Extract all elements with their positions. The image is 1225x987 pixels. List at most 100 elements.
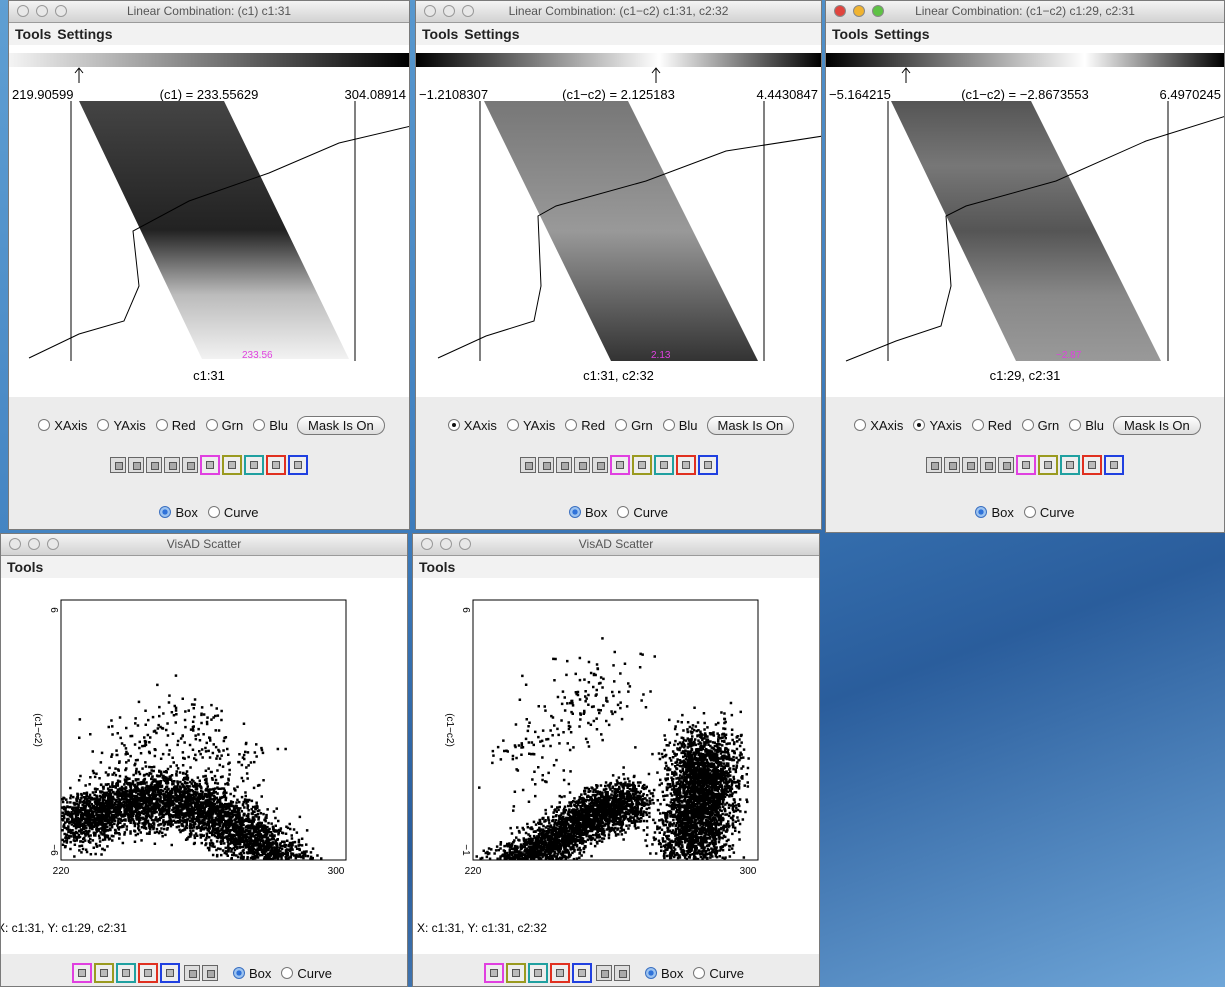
menu-item[interactable]: Tools bbox=[419, 559, 456, 575]
mode-radio[interactable]: Box bbox=[644, 966, 683, 981]
tool-icon[interactable] bbox=[998, 457, 1014, 473]
axis-radio[interactable]: XAxis bbox=[854, 418, 903, 433]
window-button[interactable] bbox=[853, 5, 865, 17]
window-button[interactable] bbox=[9, 538, 21, 550]
window-button[interactable] bbox=[424, 5, 436, 17]
tool-icon[interactable] bbox=[944, 457, 960, 473]
color-tool[interactable] bbox=[1038, 455, 1058, 475]
tool-icon[interactable] bbox=[555, 457, 572, 473]
color-tool[interactable] bbox=[697, 455, 718, 475]
window-button[interactable] bbox=[440, 538, 452, 550]
tool-icon[interactable] bbox=[573, 457, 590, 473]
mode-radio[interactable]: Curve bbox=[1023, 505, 1075, 520]
status-text: X: c1:31, Y: c1:31, c2:32 bbox=[417, 921, 547, 935]
mode-radio[interactable]: Box bbox=[568, 505, 607, 520]
tool-icon[interactable] bbox=[183, 965, 200, 981]
mask-button[interactable]: Mask Is On bbox=[297, 415, 385, 435]
radio-circle bbox=[1023, 506, 1036, 518]
tool-icon[interactable] bbox=[591, 457, 608, 473]
menu-bar: Tools Settings bbox=[826, 23, 1224, 45]
axis-radio[interactable]: Blu bbox=[1069, 418, 1104, 433]
axis-radio[interactable]: Red bbox=[565, 418, 605, 433]
color-tool[interactable] bbox=[222, 455, 242, 475]
menu-item[interactable]: Tools bbox=[832, 26, 869, 42]
menu-item[interactable]: Tools bbox=[422, 26, 459, 42]
color-tool[interactable] bbox=[115, 963, 136, 983]
mode-radio[interactable]: Curve bbox=[693, 966, 744, 981]
linear-combination-window: Linear Combination: (c1−c2) c1:31, c2:32… bbox=[415, 0, 822, 530]
axis-radio[interactable]: Blu bbox=[662, 418, 698, 433]
window-button[interactable] bbox=[834, 5, 846, 17]
radio-label: Curve bbox=[709, 965, 745, 981]
menu-item[interactable]: Tools bbox=[15, 26, 52, 42]
color-tool[interactable] bbox=[159, 963, 180, 983]
tool-icon[interactable] bbox=[146, 457, 162, 473]
color-tool[interactable] bbox=[93, 963, 114, 983]
color-tool[interactable] bbox=[505, 963, 526, 983]
axis-radio[interactable]: Red bbox=[971, 418, 1012, 433]
color-tool[interactable] bbox=[266, 455, 286, 475]
menu-item[interactable]: Tools bbox=[7, 559, 44, 575]
tool-icon[interactable] bbox=[128, 457, 144, 473]
axis-radio[interactable]: YAxis bbox=[913, 418, 962, 433]
tool-icon[interactable] bbox=[110, 457, 126, 473]
window-button[interactable] bbox=[36, 5, 48, 17]
menu-item[interactable]: Settings bbox=[464, 26, 520, 42]
color-tool[interactable] bbox=[200, 455, 220, 475]
color-tool[interactable] bbox=[137, 963, 158, 983]
color-tool[interactable] bbox=[1104, 455, 1124, 475]
tool-icon[interactable] bbox=[164, 457, 180, 473]
axis-radio[interactable]: Blu bbox=[253, 418, 288, 433]
axis-radio[interactable]: Grn bbox=[205, 418, 243, 433]
axis-radio[interactable]: Red bbox=[155, 418, 196, 433]
mode-radio[interactable]: Box bbox=[232, 966, 271, 981]
window-button[interactable] bbox=[47, 538, 59, 550]
axis-radio[interactable]: YAxis bbox=[506, 418, 555, 433]
axis-radio[interactable]: XAxis bbox=[38, 418, 87, 433]
window-button[interactable] bbox=[459, 538, 471, 550]
axis-radio[interactable]: Grn bbox=[1021, 418, 1059, 433]
color-tool[interactable] bbox=[71, 963, 92, 983]
axis-radio[interactable]: YAxis bbox=[97, 418, 146, 433]
tool-icon[interactable] bbox=[595, 965, 612, 981]
tool-icon[interactable] bbox=[201, 965, 218, 981]
menu-item[interactable]: Settings bbox=[57, 26, 113, 42]
color-tool[interactable] bbox=[631, 455, 652, 475]
tool-icon[interactable] bbox=[519, 457, 536, 473]
window-button[interactable] bbox=[17, 5, 29, 17]
tool-icon[interactable] bbox=[962, 457, 978, 473]
mode-radio[interactable]: Curve bbox=[281, 966, 332, 981]
tool-icon[interactable] bbox=[926, 457, 942, 473]
window-button[interactable] bbox=[421, 538, 433, 550]
window-button[interactable] bbox=[462, 5, 474, 17]
tool-icon[interactable] bbox=[980, 457, 996, 473]
color-tool[interactable] bbox=[1016, 455, 1036, 475]
axis-radio[interactable]: XAxis bbox=[447, 418, 497, 433]
color-tool[interactable] bbox=[288, 455, 308, 475]
axis-radio[interactable]: Grn bbox=[615, 418, 653, 433]
color-tool[interactable] bbox=[1082, 455, 1102, 475]
mode-radio[interactable]: Curve bbox=[207, 505, 259, 520]
window-button[interactable] bbox=[872, 5, 884, 17]
color-tool[interactable] bbox=[653, 455, 674, 475]
mode-radio[interactable]: Curve bbox=[617, 505, 668, 520]
color-tool[interactable] bbox=[549, 963, 570, 983]
menu-item[interactable]: Settings bbox=[874, 26, 930, 42]
color-tool[interactable] bbox=[1060, 455, 1080, 475]
tool-icon[interactable] bbox=[613, 965, 630, 981]
tool-icon[interactable] bbox=[537, 457, 554, 473]
mode-radio[interactable]: Box bbox=[159, 505, 198, 520]
color-tool[interactable] bbox=[571, 963, 592, 983]
window-button[interactable] bbox=[443, 5, 455, 17]
color-tool[interactable] bbox=[675, 455, 696, 475]
color-tool[interactable] bbox=[244, 455, 264, 475]
window-button[interactable] bbox=[28, 538, 40, 550]
mode-radio[interactable]: Box bbox=[975, 505, 1014, 520]
color-tool[interactable] bbox=[609, 455, 630, 475]
window-button[interactable] bbox=[55, 5, 67, 17]
tool-icon[interactable] bbox=[182, 457, 198, 473]
mask-button[interactable]: Mask Is On bbox=[706, 415, 795, 435]
color-tool[interactable] bbox=[527, 963, 548, 983]
mask-button[interactable]: Mask Is On bbox=[1113, 415, 1201, 435]
color-tool[interactable] bbox=[483, 963, 504, 983]
